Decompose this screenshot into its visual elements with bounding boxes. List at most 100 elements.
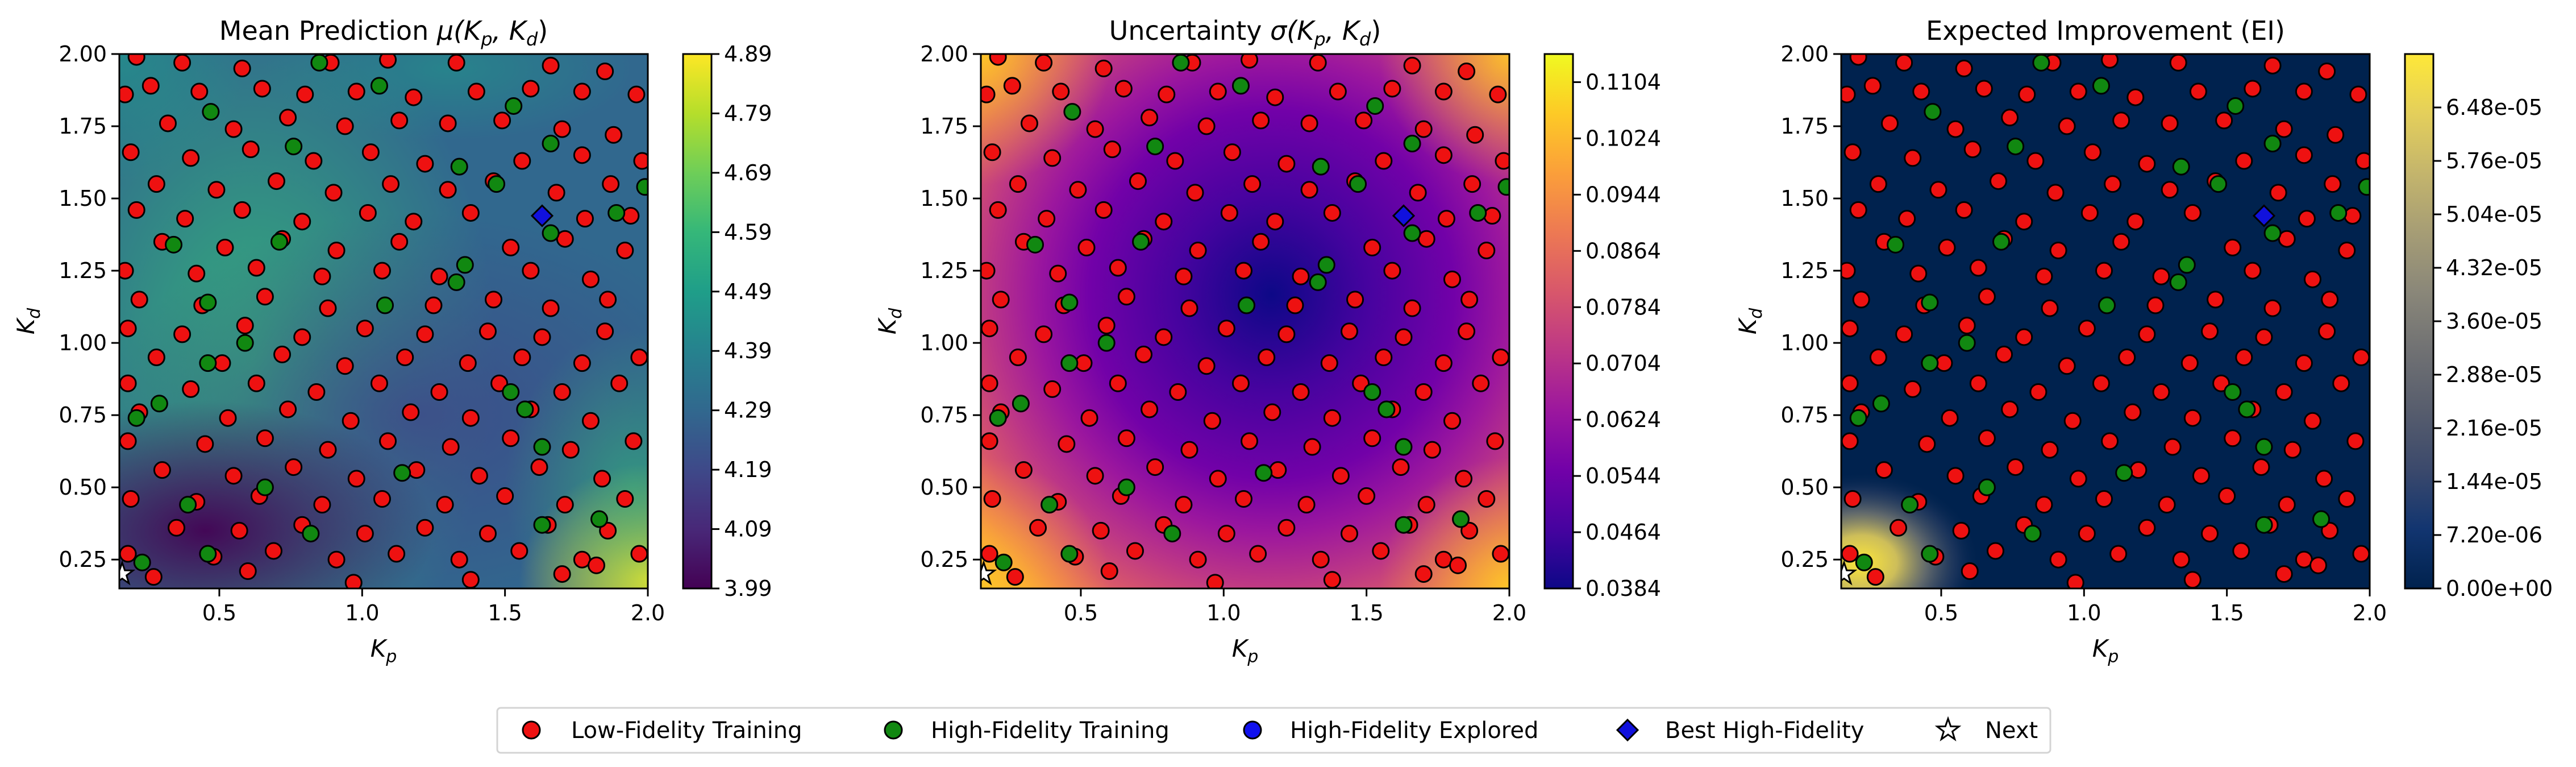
low-fidelity-point bbox=[1035, 54, 1053, 72]
low-fidelity-point bbox=[1331, 467, 1350, 485]
low-fidelity-point bbox=[1449, 556, 1467, 574]
x-tick-label: 0.5 bbox=[202, 600, 236, 625]
low-fidelity-point bbox=[305, 152, 323, 170]
low-fidelity-point bbox=[1989, 172, 2007, 190]
low-fidelity-point bbox=[1478, 490, 1496, 508]
colorbar-tick-label: 0.0784 bbox=[1585, 295, 1661, 320]
low-fidelity-point bbox=[1492, 545, 1509, 563]
heatmap-region bbox=[262, 54, 634, 141]
low-fidelity-point bbox=[1206, 574, 1224, 588]
low-fidelity-point bbox=[1223, 143, 1241, 161]
low-fidelity-point bbox=[2112, 111, 2130, 130]
legend-item-hf-explored: High-Fidelity Explored bbox=[1243, 718, 1538, 744]
low-fidelity-point bbox=[573, 82, 591, 101]
low-fidelity-point bbox=[347, 82, 365, 101]
low-fidelity-point bbox=[1941, 409, 1959, 427]
low-fidelity-point bbox=[370, 374, 388, 392]
low-fidelity-point bbox=[553, 383, 571, 401]
y-tick-label: 1.75 bbox=[59, 114, 107, 139]
y-axis-label: Kd bbox=[1734, 308, 1766, 335]
low-fidelity-point bbox=[1303, 438, 1321, 456]
low-fidelity-point bbox=[2327, 126, 2345, 144]
high-fidelity-point bbox=[1060, 354, 1079, 372]
low-fidelity-point bbox=[2015, 328, 2033, 346]
high-fidelity-point bbox=[2115, 464, 2133, 482]
high-fidelity-point bbox=[1238, 296, 1256, 314]
low-fidelity-point bbox=[1409, 184, 1427, 202]
low-fidelity-point bbox=[542, 56, 560, 74]
low-fidelity-point bbox=[556, 496, 574, 514]
low-fidelity-point bbox=[122, 143, 140, 161]
low-fidelity-point bbox=[1114, 80, 1133, 98]
low-fidelity-point bbox=[561, 441, 580, 459]
low-fidelity-point bbox=[216, 238, 234, 256]
high-fidelity-point bbox=[2007, 138, 2025, 156]
low-fidelity-point bbox=[1443, 412, 1461, 430]
low-fidelity-point bbox=[1180, 441, 1198, 459]
low-fidelity-point bbox=[1323, 204, 1341, 222]
low-fidelity-point bbox=[1186, 184, 1204, 202]
colorbar-tick-label: 3.60e-05 bbox=[2446, 309, 2542, 334]
low-fidelity-point bbox=[319, 441, 337, 459]
low-fidelity-point bbox=[144, 568, 163, 586]
low-fidelity-point bbox=[319, 299, 337, 317]
high-fidelity-point bbox=[1363, 383, 1381, 401]
colorbar-tick-label: 4.19 bbox=[724, 457, 772, 482]
low-fidelity-point bbox=[1403, 56, 1421, 74]
low-fidelity-point bbox=[616, 490, 634, 508]
low-fidelity-point bbox=[610, 374, 629, 392]
low-fidelity-point bbox=[224, 467, 243, 485]
low-fidelity-point bbox=[627, 85, 646, 103]
low-fidelity-point bbox=[1286, 296, 1304, 314]
low-fidelity-point bbox=[467, 82, 485, 101]
legend-label-high-fidelity: High-Fidelity Training bbox=[931, 718, 1170, 744]
low-fidelity-point bbox=[1455, 470, 1473, 488]
low-fidelity-point bbox=[119, 262, 134, 280]
low-fidelity-point bbox=[461, 571, 480, 588]
low-fidelity-point bbox=[981, 85, 996, 103]
low-fidelity-point bbox=[588, 556, 606, 574]
high-fidelity-point bbox=[376, 296, 394, 314]
low-fidelity-point bbox=[1189, 242, 1207, 260]
low-fidelity-point bbox=[2295, 82, 2313, 101]
low-fidelity-point bbox=[1141, 109, 1159, 127]
high-fidelity-point bbox=[1921, 545, 1939, 563]
colorbar-tick-label: 0.0464 bbox=[1585, 520, 1661, 545]
low-fidelity-point bbox=[1898, 210, 1916, 228]
high-fidelity-point bbox=[1921, 354, 1939, 372]
high-fidelity-point bbox=[1395, 438, 1413, 456]
high-fidelity-point bbox=[285, 138, 303, 156]
high-fidelity-point bbox=[2255, 438, 2273, 456]
low-fidelity-point bbox=[2224, 238, 2242, 256]
low-fidelity-point bbox=[1946, 120, 1965, 138]
low-fidelity-point bbox=[207, 181, 226, 199]
y-tick-label: 1.50 bbox=[59, 186, 107, 211]
colorbar-tick-label: 0.0544 bbox=[1585, 463, 1661, 488]
high-fidelity-point bbox=[2092, 77, 2110, 95]
heatmap-corner bbox=[1379, 54, 1509, 185]
low-fidelity-point bbox=[2104, 175, 2122, 193]
high-fidelity-point bbox=[1366, 97, 1384, 115]
low-fidelity-point bbox=[1995, 345, 2013, 363]
low-fidelity-point bbox=[1129, 172, 1147, 190]
high-fidelity-point bbox=[127, 409, 145, 427]
low-fidelity-point bbox=[2083, 143, 2101, 161]
low-fidelity-point bbox=[407, 461, 426, 479]
high-fidelity-point bbox=[1117, 478, 1135, 496]
y-tick-label: 0.50 bbox=[59, 475, 107, 500]
low-fidelity-point bbox=[416, 325, 434, 343]
low-fidelity-point bbox=[981, 545, 998, 563]
high-fidelity-point bbox=[1097, 334, 1116, 352]
low-fidelity-point bbox=[1841, 374, 1859, 392]
low-fidelity-point bbox=[1189, 550, 1207, 569]
chart-panel-2: 0.5 1.0 1.5 2.0 0.25 0.50 0.75 1.00 1.25 1.50 1.75… bbox=[873, 15, 1661, 667]
low-fidelity-point bbox=[1909, 264, 1928, 283]
legend-frame bbox=[496, 707, 2051, 754]
x-tick-label: 1.5 bbox=[2209, 600, 2244, 625]
low-fidelity-point bbox=[2092, 374, 2110, 392]
low-fidelity-point bbox=[1009, 175, 1027, 193]
high-fidelity-point bbox=[533, 438, 551, 456]
low-fidelity-point bbox=[622, 207, 640, 225]
low-fidelity-point bbox=[344, 574, 363, 588]
low-fidelity-point bbox=[2161, 181, 2179, 199]
